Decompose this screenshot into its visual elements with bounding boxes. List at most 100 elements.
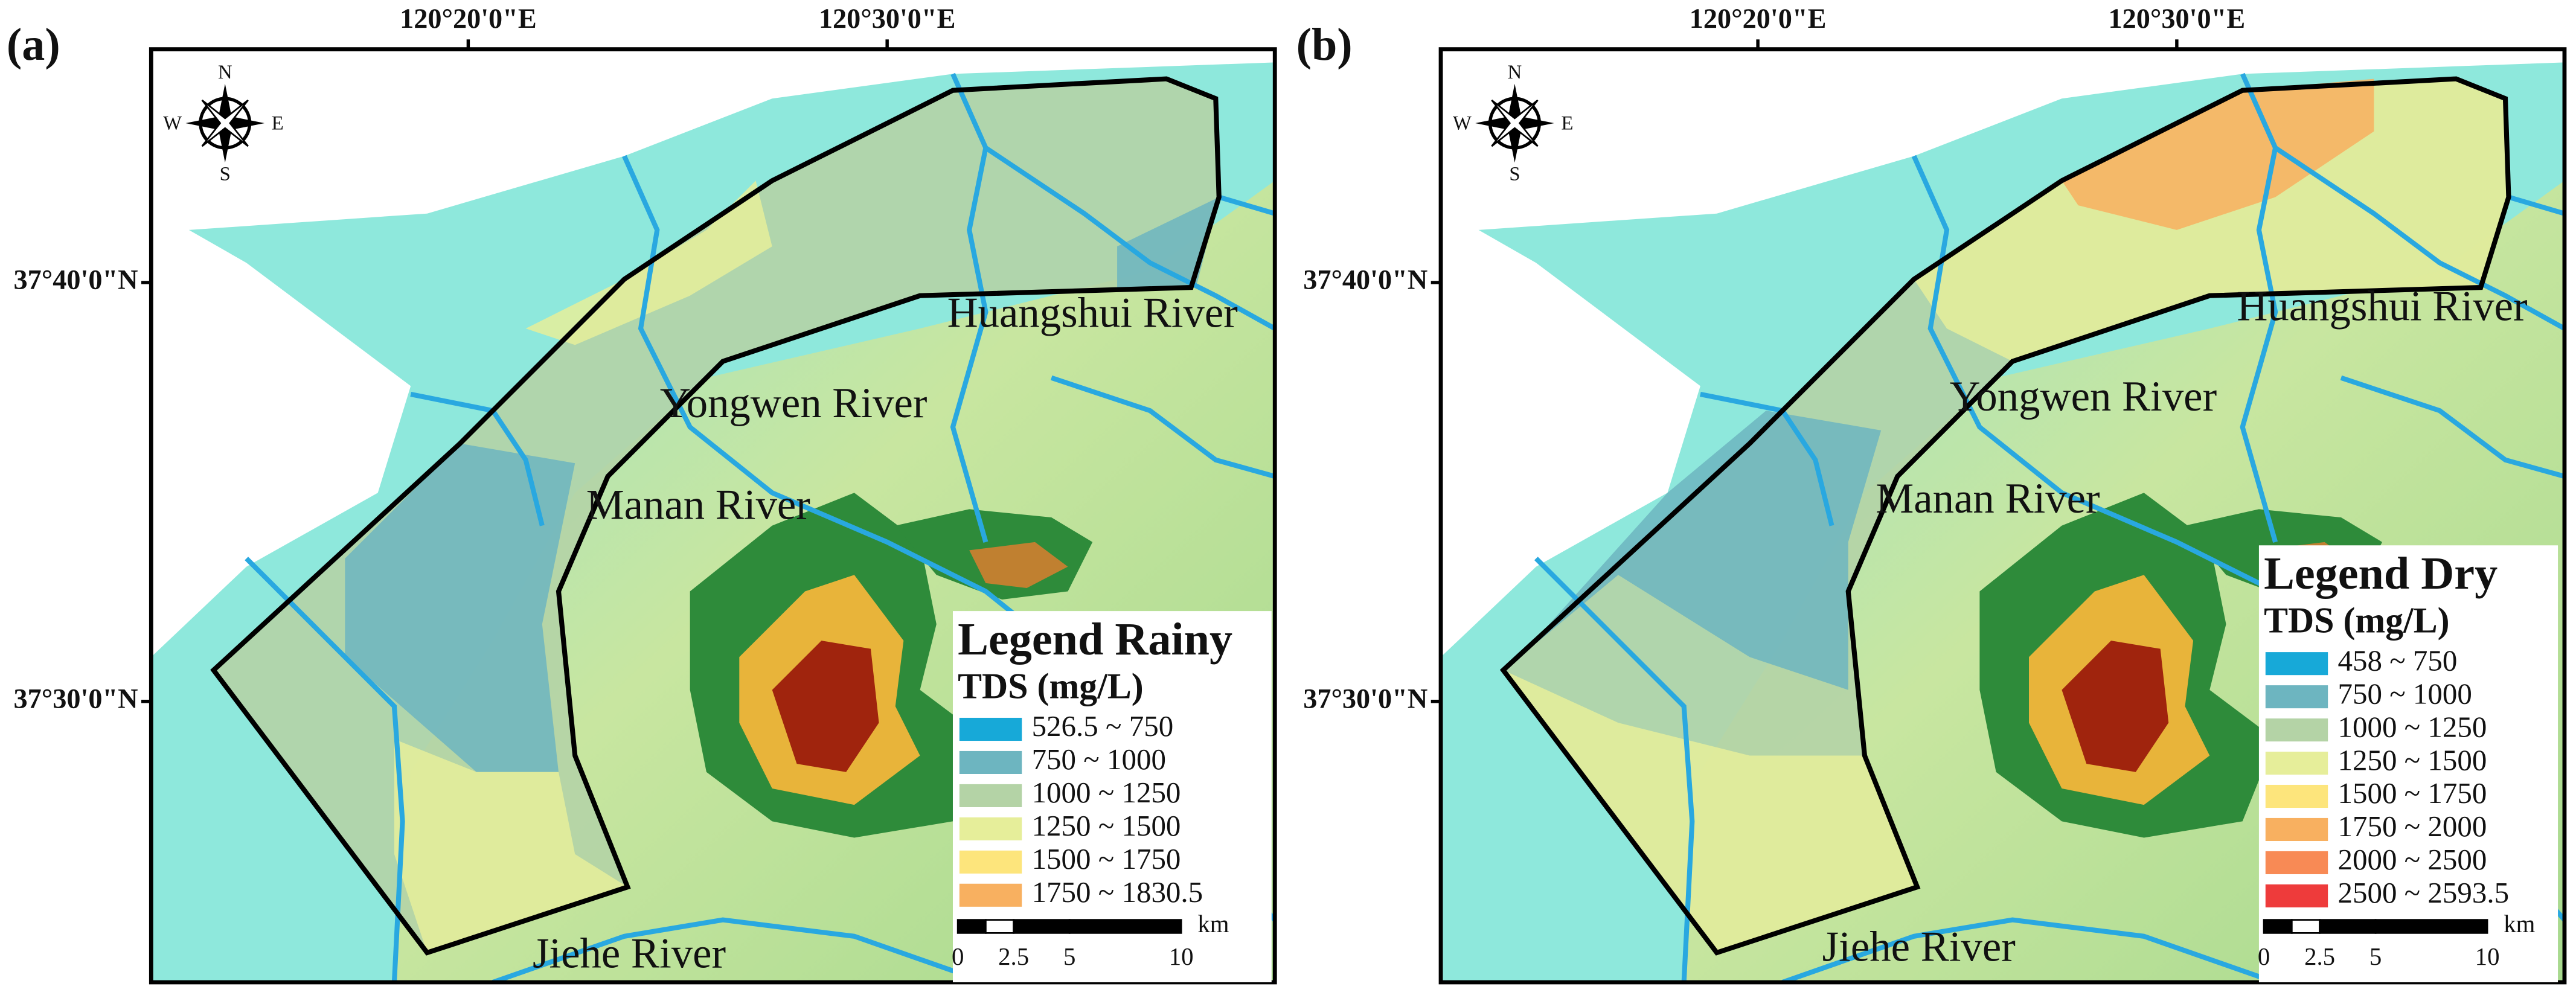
river	[492, 917, 987, 982]
scale-label: 2.5	[998, 943, 1029, 970]
river	[245, 557, 405, 982]
scale-label: 0	[952, 943, 964, 970]
river	[2273, 146, 2565, 331]
scale-unit: km	[2504, 910, 2535, 938]
tds-zone	[2062, 78, 2374, 230]
legend-swatch	[959, 850, 1022, 874]
river	[1700, 391, 1834, 526]
river	[2240, 72, 2278, 543]
legend-swatch	[2265, 685, 2328, 709]
scale-bar-segment	[1068, 919, 1182, 934]
mountain	[969, 542, 1068, 589]
river	[1050, 375, 1275, 479]
map-panel: (b) 120°20'0"E 120°30'0"E 37°40'0"N 37°30'0"…	[1296, 4, 2567, 985]
legend-swatch	[2265, 817, 2328, 842]
map-frame	[1438, 47, 2567, 985]
legend-label: 1750 ~ 1830.5	[1032, 875, 1203, 909]
lat-label: 37°40'0"N	[13, 265, 138, 296]
legend-label: 1000 ~ 1250	[2338, 710, 2487, 743]
scale-bar-segment	[1013, 919, 1071, 934]
legend-label: 2000 ~ 2500	[2338, 843, 2487, 876]
legend-title: Legend Dry	[2264, 548, 2498, 599]
lat-label: 37°30'0"N	[13, 683, 138, 714]
river	[950, 72, 988, 543]
scale-label: 5	[1063, 943, 1075, 970]
scale-unit: km	[1197, 910, 1229, 938]
compass-e: E	[1562, 112, 1574, 134]
lon-label: 120°20'0"E	[1690, 4, 1827, 34]
river	[2340, 375, 2565, 479]
river-label: Manan River	[586, 482, 810, 529]
legend-swatch	[959, 784, 1022, 807]
compass-w: W	[163, 112, 182, 134]
legend-title: Legend Rainy	[958, 614, 1232, 665]
legend-label: 750 ~ 1000	[2338, 677, 2472, 710]
river-label: Jiehe River	[533, 930, 726, 977]
lon-label: 120°30'0"E	[819, 4, 956, 34]
legend-swatch	[959, 817, 1022, 840]
legend-swatch	[959, 717, 1022, 741]
scale-label: 0	[2258, 943, 2270, 970]
lat-label: 37°40'0"N	[1303, 265, 1427, 296]
compass-star-diag	[1491, 99, 1539, 147]
river-label: Yongwen River	[1949, 373, 2217, 420]
scale-bar-segment	[2290, 919, 2321, 934]
lon-label: 120°30'0"E	[2109, 4, 2246, 34]
river	[2508, 194, 2565, 216]
tds-zone	[1503, 670, 1918, 953]
legend-swatch	[959, 883, 1022, 907]
compass-star-diag	[201, 99, 249, 147]
river	[410, 391, 545, 526]
legend-label: 1250 ~ 1500	[2338, 743, 2487, 776]
mountain	[2062, 641, 2169, 772]
river	[984, 146, 1275, 331]
legend-swatch	[2265, 652, 2328, 676]
river	[1534, 557, 1695, 982]
scale-bar-segment	[985, 919, 1015, 934]
tds-zone	[1519, 411, 1882, 690]
study-area-outline	[1499, 76, 2511, 956]
scale-bar-segment	[2374, 919, 2488, 934]
legend-swatch	[2265, 884, 2328, 907]
scale-label: 2.5	[2304, 943, 2335, 970]
study-area-fill	[1503, 78, 2509, 953]
scale-label: 10	[1169, 943, 1194, 970]
legend-subtitle: TDS (mg/L)	[2264, 601, 2450, 641]
scale-bar-segment	[956, 919, 987, 934]
panel-label: (a)	[7, 19, 60, 70]
river	[1218, 194, 1275, 216]
legend-subtitle: TDS (mg/L)	[958, 666, 1144, 706]
river-label: Jiehe River	[1822, 924, 2016, 971]
scale-bar-segment	[2319, 919, 2377, 934]
legend-label: 458 ~ 750	[2338, 644, 2458, 677]
legend-label: 526.5 ~ 750	[1032, 709, 1174, 743]
legend-label: 1250 ~ 1500	[1032, 809, 1181, 842]
compass: N S E W	[1453, 62, 1573, 185]
legend-label: 1500 ~ 1750	[2338, 776, 2487, 810]
compass-w: W	[1453, 112, 1472, 134]
lon-label: 120°20'0"E	[400, 4, 537, 34]
tds-zone	[525, 181, 772, 345]
river-label: Manan River	[1876, 475, 2100, 522]
river-label: Yongwen River	[660, 380, 928, 427]
map-panel: (a) 120°20'0"E 120°30'0"E 37°40'0"N 37°30'0"…	[7, 4, 1277, 985]
compass-s: S	[220, 164, 231, 185]
legend-swatch	[959, 750, 1022, 774]
scale-label: 5	[2369, 943, 2382, 970]
mountain	[772, 641, 879, 772]
compass-e: E	[272, 112, 284, 134]
legend-swatch	[2265, 718, 2328, 742]
legend-swatch	[2265, 851, 2328, 874]
panel-label: (b)	[1296, 19, 1353, 70]
legend-label: 2500 ~ 2593.5	[2338, 876, 2510, 909]
legend-label: 1000 ~ 1250	[1032, 776, 1181, 809]
tds-zone	[1117, 197, 1219, 288]
study-area-outline	[210, 76, 1222, 956]
scale-bar-segment	[2263, 919, 2293, 934]
river-label: Huangshui River	[947, 289, 1238, 336]
river-label: Huangshui River	[2237, 283, 2527, 330]
lat-label: 37°30'0"N	[1303, 683, 1427, 714]
